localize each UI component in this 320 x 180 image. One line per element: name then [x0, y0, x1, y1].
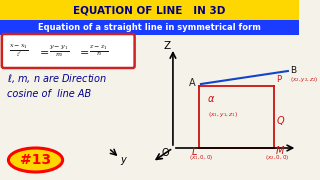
Text: A: A	[189, 78, 196, 88]
Text: $\frac{z-z_1}{n}$: $\frac{z-z_1}{n}$	[89, 44, 108, 59]
Text: $=$: $=$	[77, 46, 89, 56]
Text: O: O	[162, 148, 169, 158]
Text: $(x_2,0,0)$: $(x_2,0,0)$	[266, 154, 290, 163]
Text: $\frac{y-y_1}{m}$: $\frac{y-y_1}{m}$	[49, 43, 68, 59]
Text: $\frac{x-x_1}{\ell}$: $\frac{x-x_1}{\ell}$	[9, 43, 29, 59]
Text: B: B	[290, 66, 296, 75]
Text: $(x_1,y_1,z_1)$: $(x_1,y_1,z_1)$	[208, 109, 239, 118]
Text: P: P	[276, 75, 281, 84]
FancyBboxPatch shape	[2, 34, 135, 68]
Bar	[0, 0, 299, 20]
Text: M: M	[275, 146, 284, 156]
Ellipse shape	[8, 148, 63, 172]
Text: $=$: $=$	[37, 46, 49, 56]
Text: $(x_1,0,0)$: $(x_1,0,0)$	[189, 154, 213, 163]
Text: #13: #13	[20, 153, 51, 167]
Text: $\ell$, m, n are Direction: $\ell$, m, n are Direction	[6, 71, 107, 84]
Text: L: L	[192, 147, 197, 157]
Text: EQUATION OF LINE   IN 3D: EQUATION OF LINE IN 3D	[73, 5, 226, 15]
Text: $\alpha$: $\alpha$	[207, 94, 215, 104]
Text: cosine of  line AB: cosine of line AB	[6, 89, 91, 99]
Text: $(x_2,y_2,z_2)$: $(x_2,y_2,z_2)$	[290, 75, 318, 84]
Bar	[0, 20, 299, 35]
Text: y: y	[121, 155, 126, 165]
Text: Equation of a straight line in symmetrical form: Equation of a straight line in symmetric…	[38, 23, 261, 32]
Text: Q: Q	[276, 116, 284, 126]
Text: Z: Z	[164, 41, 171, 51]
